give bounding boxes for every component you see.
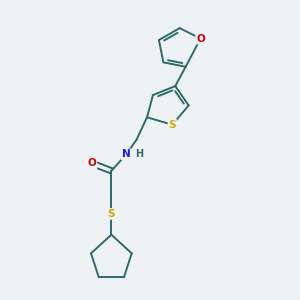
Text: O: O bbox=[88, 158, 96, 168]
Text: S: S bbox=[108, 209, 115, 219]
Text: N: N bbox=[122, 149, 130, 160]
Text: H: H bbox=[135, 148, 143, 159]
Text: S: S bbox=[169, 120, 176, 130]
Text: O: O bbox=[196, 34, 205, 44]
